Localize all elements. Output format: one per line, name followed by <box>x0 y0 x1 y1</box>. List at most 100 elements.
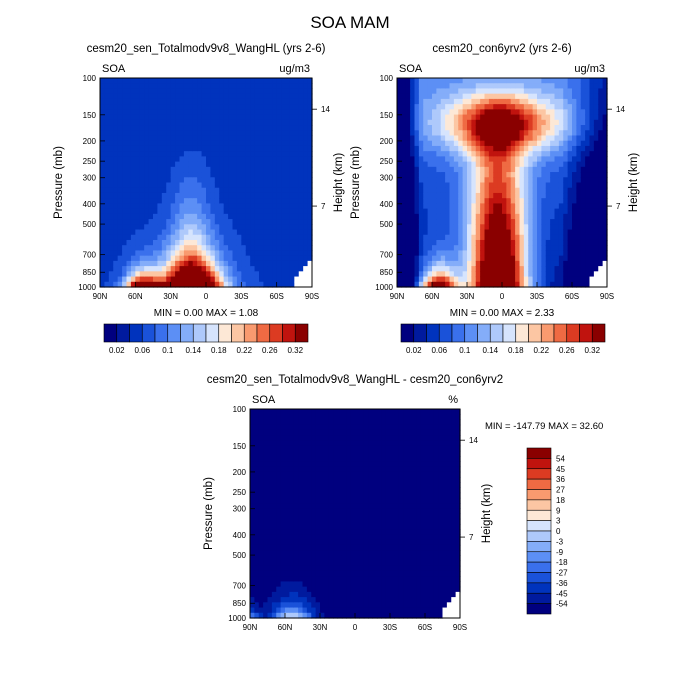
heatmap-cell <box>219 255 225 262</box>
heatmap-cell <box>289 166 295 173</box>
heatmap-cell <box>480 187 486 194</box>
heatmap-cell <box>341 555 347 562</box>
heatmap-cell <box>219 250 225 257</box>
heatmap-cell <box>311 544 317 551</box>
heatmap-cell <box>462 109 468 116</box>
heatmap-cell <box>294 187 300 194</box>
heatmap-cell <box>259 98 265 105</box>
heatmap-cell <box>206 219 212 225</box>
heatmap-cell <box>157 135 163 142</box>
heatmap-cell <box>418 125 424 131</box>
heatmap-cell <box>401 213 407 220</box>
heatmap-cell <box>281 114 287 121</box>
heatmap-cell <box>423 88 429 95</box>
heatmap-cell <box>537 266 542 272</box>
heatmap-cell <box>285 109 291 116</box>
heatmap-cell <box>532 114 538 121</box>
heatmap-cell <box>315 576 321 583</box>
heatmap-cell <box>593 187 599 194</box>
heatmap-cell <box>449 208 455 215</box>
heatmap-cell <box>228 213 234 220</box>
heatmap-cell <box>401 88 407 95</box>
heatmap-cell <box>113 219 119 225</box>
heatmap-cell <box>445 130 451 137</box>
heatmap-cell <box>558 166 564 173</box>
heatmap-cell <box>341 461 347 468</box>
heatmap-cell <box>598 130 604 137</box>
heatmap-cell <box>307 166 313 173</box>
heatmap-cell <box>467 234 472 241</box>
heatmap-cell <box>201 83 207 90</box>
heatmap-cell <box>241 208 247 215</box>
heatmap-cell <box>192 172 198 178</box>
heatmap-cell <box>276 503 282 509</box>
heatmap-cell <box>214 172 220 178</box>
heatmap-cell <box>276 597 282 603</box>
heatmap-cell <box>350 560 356 567</box>
heatmap-cell <box>179 198 185 204</box>
heatmap-cell <box>254 260 260 267</box>
heatmap-cell <box>175 213 181 220</box>
heatmap-cell <box>289 78 295 84</box>
heatmap-cell <box>276 539 282 546</box>
heatmap-cell <box>585 219 591 225</box>
heatmap-cell <box>108 213 114 220</box>
heatmap-cell <box>219 140 225 147</box>
topography-mask <box>598 266 604 272</box>
heatmap-cell <box>563 109 569 116</box>
heatmap-cell <box>250 104 256 110</box>
heatmap-cell <box>126 151 132 157</box>
heatmap-cell <box>144 182 150 189</box>
heatmap-cell <box>537 224 542 231</box>
heatmap-cell <box>558 130 564 137</box>
heatmap-cell <box>197 260 203 267</box>
heatmap-cell <box>245 224 251 231</box>
heatmap-cell <box>550 255 556 262</box>
heatmap-cell <box>201 203 207 210</box>
heatmap-cell <box>510 182 516 189</box>
heatmap-cell <box>206 140 212 147</box>
heatmap-cell <box>484 203 490 210</box>
heatmap-cell <box>471 83 477 90</box>
heatmap-cell <box>122 266 128 272</box>
heatmap-cell <box>289 586 295 593</box>
heatmap-cell <box>537 166 542 173</box>
heatmap-cell <box>117 119 123 126</box>
heatmap-cell <box>484 114 490 121</box>
heatmap-cell <box>506 140 512 147</box>
heatmap-cell <box>245 98 251 105</box>
heatmap-cell <box>567 145 573 152</box>
heatmap-cell <box>593 135 599 142</box>
heatmap-cell <box>410 219 416 225</box>
heatmap-cell <box>328 429 334 436</box>
heatmap-cell <box>197 219 203 225</box>
heatmap-cell <box>523 140 529 147</box>
heatmap-cell <box>276 570 282 577</box>
heatmap-cell <box>108 229 114 236</box>
heatmap-cell <box>303 145 309 152</box>
heatmap-cell <box>272 114 278 121</box>
heatmap-cell <box>423 213 429 220</box>
heatmap-cell <box>276 229 282 236</box>
heatmap-cell <box>401 250 407 257</box>
heatmap-cell <box>175 140 181 147</box>
heatmap-cell <box>100 130 106 137</box>
heatmap-cell <box>475 177 481 184</box>
heatmap-cell <box>126 135 132 142</box>
heatmap-cell <box>598 172 604 178</box>
heatmap-cell <box>214 239 220 246</box>
heatmap-cell <box>475 276 481 283</box>
heatmap-cell <box>580 250 586 257</box>
heatmap-cell <box>359 461 365 468</box>
heatmap-cell <box>175 182 181 189</box>
heatmap-cell <box>497 130 503 137</box>
heatmap-cell <box>405 140 411 147</box>
heatmap-cell <box>267 172 273 178</box>
heatmap-cell <box>223 187 229 194</box>
heatmap-cell <box>523 156 529 163</box>
heatmap-cell <box>281 271 287 278</box>
heatmap-cell <box>201 255 207 262</box>
heatmap-cell <box>303 78 309 84</box>
heatmap-cell <box>267 130 273 137</box>
heatmap-cell <box>558 93 564 100</box>
